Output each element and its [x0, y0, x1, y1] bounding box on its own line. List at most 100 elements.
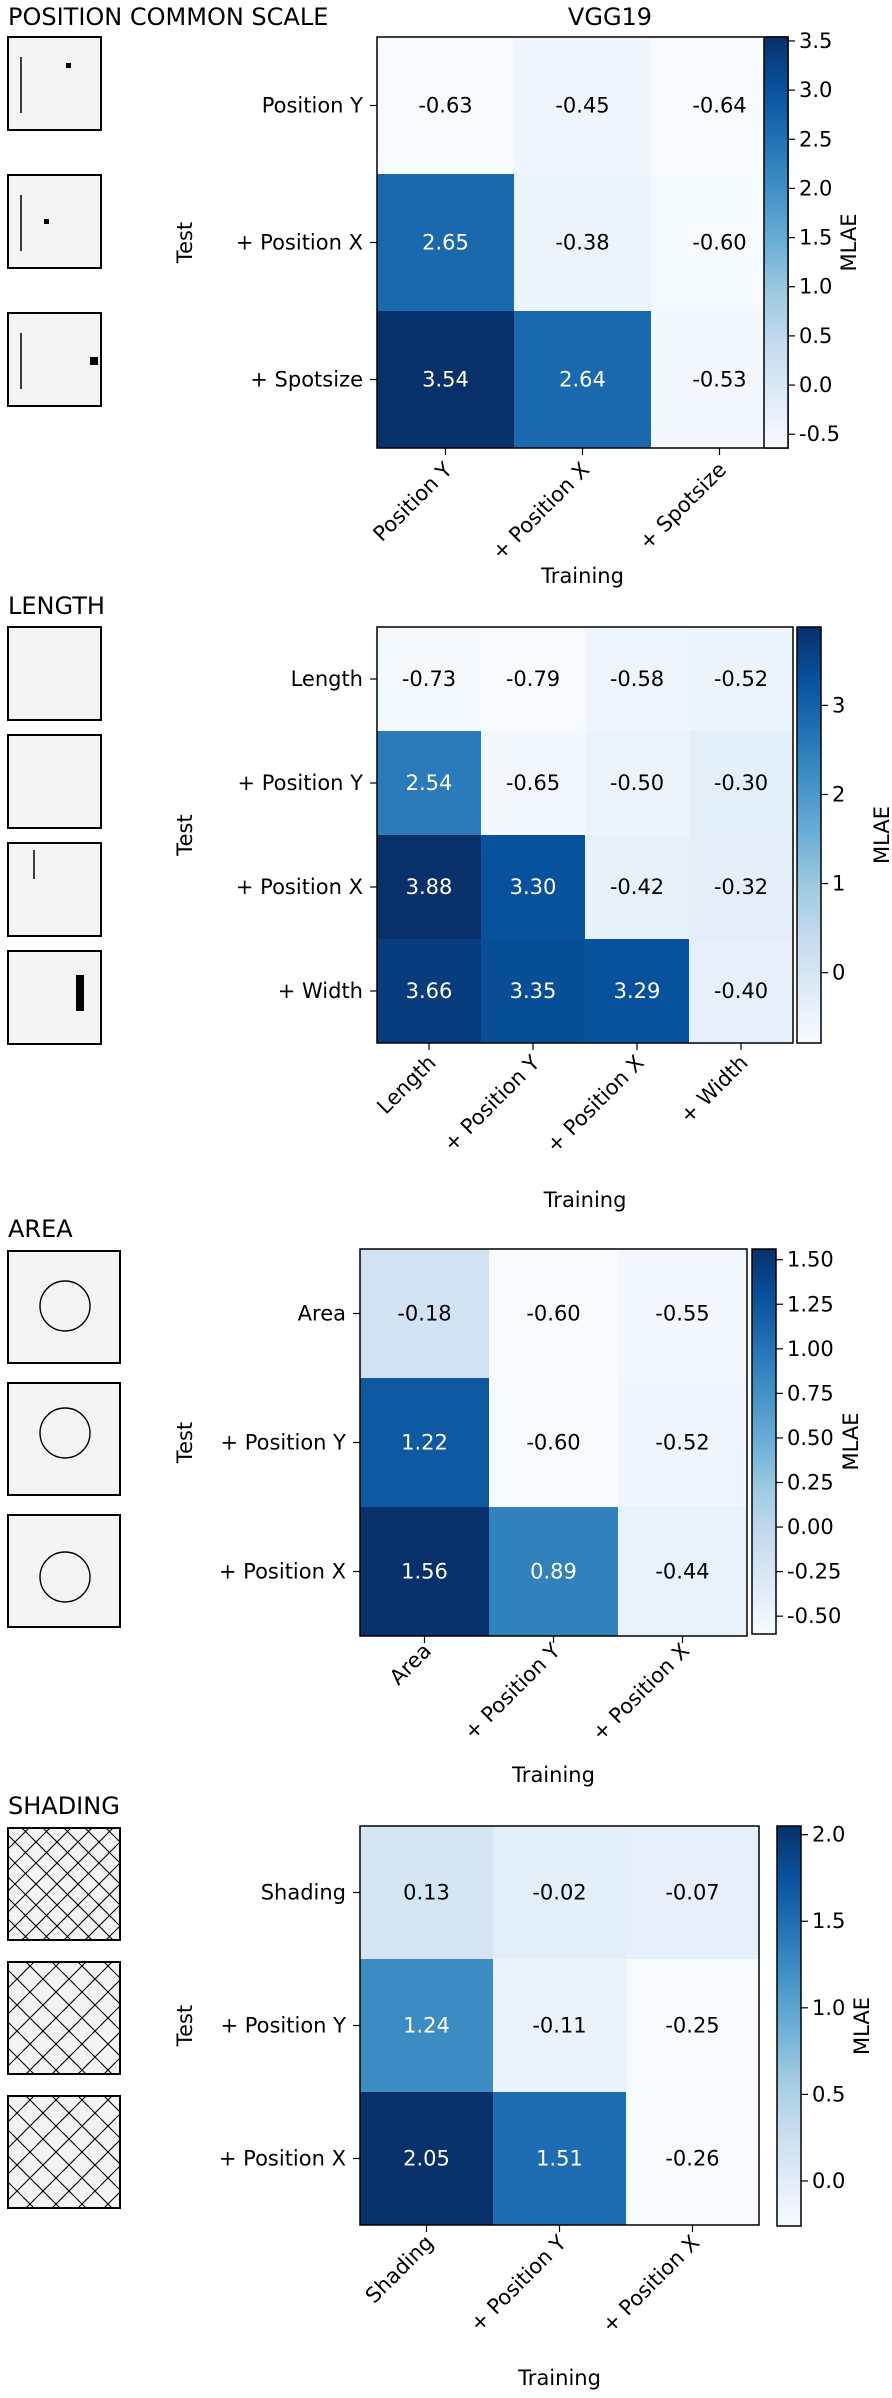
colorbar-tick-label: 0.5 — [799, 324, 832, 348]
heatmap-cell — [489, 1249, 619, 1379]
thumbnail-dot — [44, 219, 49, 224]
heatmap-cell-label: 3.88 — [406, 875, 453, 899]
x-axis-label: Training — [540, 564, 624, 588]
heatmap-panel-2: AREA -0.18 -0.60 -0.55 1.22 -0.60 -0.52 1.56 0.8… — [7, 1215, 863, 1787]
y-tick-label: + Width — [278, 979, 363, 1003]
thumbnail-circle — [39, 1280, 91, 1332]
thumbnail-frame — [7, 1250, 121, 1364]
colorbar-tick-label: -0.5 — [799, 422, 840, 446]
colorbar-tick-label: 3 — [832, 693, 845, 717]
x-tick-label: Position Y — [368, 457, 457, 546]
heatmap-cell-label: -0.02 — [532, 1881, 586, 1905]
heatmap-cell-label: 3.35 — [510, 979, 557, 1003]
heatmap-cell — [493, 1826, 627, 1960]
heatmap-cell — [514, 174, 652, 312]
heatmap-cell — [585, 627, 690, 732]
heatmap-cell-label: 1.51 — [536, 2147, 583, 2171]
heatmap-cell-label: -0.45 — [555, 94, 609, 118]
heatmap-cell-label: -0.52 — [655, 1431, 709, 1455]
x-tick-label: + Position X — [542, 1051, 649, 1158]
x-tick-label: + Spotsize — [634, 458, 731, 555]
thumbnail-1-3 — [7, 950, 102, 1045]
heatmap-cell-label: 0.13 — [403, 1881, 450, 1905]
heatmap-cell — [626, 2092, 760, 2226]
heatmap-cell-label: -0.63 — [418, 94, 472, 118]
heatmap-cell-label: 1.24 — [403, 2014, 450, 2038]
heatmap-cell-label: 2.64 — [559, 368, 606, 392]
heatmap-cell-label: -0.58 — [610, 667, 664, 691]
y-tick-label: + Position X — [219, 1560, 346, 1584]
heatmap-cell — [360, 1507, 490, 1637]
thumbnail-hatch — [8, 2096, 120, 2208]
heatmap-cell-label: -0.38 — [555, 231, 609, 255]
heatmap-cell — [377, 174, 515, 312]
heatmap-cell-label: -0.30 — [714, 771, 768, 795]
heatmap-cell — [689, 627, 794, 732]
heatmap-cell — [360, 1826, 494, 1960]
heatmap-cell — [377, 37, 515, 175]
thumbnail-circle — [39, 1407, 91, 1459]
heatmap-cell — [481, 627, 586, 732]
x-tick-label: + Position X — [487, 458, 594, 565]
heatmap-cell-label: 0.89 — [530, 1560, 577, 1584]
colorbar-tick-label: 2.5 — [799, 127, 832, 151]
heatmap-panel-1: LENGTH -0.73 -0.79 -0.58 -0.52 2.54 -0.65 -0.50… — [7, 592, 892, 1212]
y-tick-label: + Position Y — [220, 2014, 346, 2038]
heatmap-cell — [626, 1826, 760, 1960]
thumbnail-frame — [7, 1382, 121, 1496]
y-axis-label: Test — [173, 222, 197, 264]
y-tick-label: + Position Y — [237, 771, 363, 795]
heatmap-cell — [514, 37, 652, 175]
thumbnail-frame — [7, 1961, 121, 2075]
heatmap-cell — [360, 1959, 494, 2093]
heatmap-cell-label: -0.60 — [526, 1431, 580, 1455]
colorbar-tick-label: 1.0 — [812, 1996, 845, 2020]
colorbar-tick-label: 0.75 — [787, 1381, 834, 1405]
thumbnail-frame — [7, 626, 102, 721]
x-axis-label: Training — [511, 1763, 595, 1787]
thumbnail-1-2 — [7, 842, 102, 937]
heatmap-cell-label: -0.07 — [665, 1881, 719, 1905]
y-tick-label: + Spotsize — [250, 368, 363, 392]
heatmap-cell — [689, 731, 794, 836]
heatmap-cell — [377, 939, 482, 1044]
heatmap-cell-label: -0.11 — [532, 2014, 586, 2038]
x-tick-label: + Position X — [587, 1639, 694, 1746]
y-axis-label: Test — [173, 1422, 197, 1464]
y-tick-label: + Position X — [219, 2147, 346, 2171]
heatmap-frame — [376, 626, 794, 1044]
colorbar-tick-label: 3.5 — [799, 29, 832, 53]
heatmap-cell — [618, 1507, 748, 1637]
x-tick-label: Area — [385, 1639, 436, 1690]
heatmap-cell-label: 3.54 — [422, 368, 469, 392]
heatmap-cell-label: -0.18 — [397, 1302, 451, 1326]
colorbar-tick-label: 1.5 — [799, 226, 832, 250]
colorbar-label: MLAE — [839, 1413, 863, 1471]
heatmap-cell-label: 2.65 — [422, 231, 469, 255]
heatmap-cell — [489, 1507, 619, 1637]
heatmap-cell — [360, 1249, 490, 1379]
thumbnail-hatch — [8, 1962, 120, 2074]
thumbnail-dot — [66, 63, 71, 68]
heatmap-cell — [489, 1378, 619, 1508]
thumbnail-frame — [7, 734, 102, 829]
heatmap-cell — [626, 1959, 760, 2093]
thumbnail-frame — [7, 1827, 121, 1941]
heatmap-cell-label: -0.64 — [692, 94, 746, 118]
heatmap-cell — [377, 731, 482, 836]
heatmap-cell-label: 3.29 — [614, 979, 661, 1003]
chart-title: VGG19 — [568, 3, 652, 31]
colorbar-label: MLAE — [837, 214, 861, 272]
heatmap-cell-label: 2.54 — [406, 771, 453, 795]
colorbar-tick-label: 0 — [832, 961, 845, 985]
heatmap-cell — [618, 1378, 748, 1508]
colorbar-tick-label: 0.00 — [787, 1515, 834, 1539]
thumbnail-3-0 — [7, 1827, 121, 1941]
thumbnail-3-1 — [7, 1961, 121, 2075]
heatmap-cell — [481, 939, 586, 1044]
x-tick-label: + Position Y — [459, 1638, 565, 1744]
colorbar — [796, 626, 822, 1044]
thumbnail-frame — [7, 2095, 121, 2209]
thumbnail-frame — [7, 312, 102, 407]
heatmap-cell — [514, 311, 652, 449]
